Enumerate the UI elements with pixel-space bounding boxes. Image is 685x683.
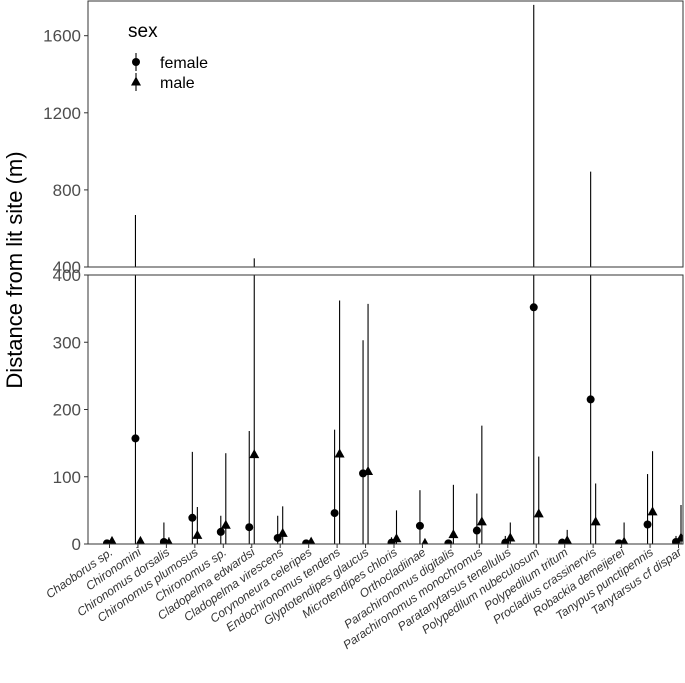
y-tick-label: 400	[53, 258, 81, 277]
point-male	[647, 506, 658, 516]
panel-border	[87, 0, 684, 268]
legend-title: sex	[128, 21, 158, 42]
legend: sex female male	[128, 21, 208, 92]
y-tick-label: 800	[53, 181, 81, 200]
legend-label: male	[160, 75, 195, 92]
legend-key-female	[132, 58, 140, 66]
point-male	[277, 527, 288, 537]
point-female	[472, 526, 481, 535]
point-male	[307, 536, 316, 544]
point-female	[245, 523, 254, 532]
point-male	[165, 537, 173, 544]
point-female	[586, 395, 595, 404]
panel-border	[87, 274, 684, 545]
point-male	[421, 537, 429, 544]
point-male	[505, 532, 516, 542]
point-male	[533, 508, 544, 518]
point-female	[216, 527, 225, 536]
point-male	[192, 529, 203, 539]
point-male	[391, 533, 402, 543]
top-panel: 400 800 1200 1600	[43, 0, 684, 277]
legend-key-male	[131, 76, 141, 86]
point-female	[529, 303, 538, 312]
point-male	[363, 465, 374, 475]
y-tick-label: 400	[53, 266, 81, 285]
point-male	[676, 532, 683, 542]
y-tick-label: 1600	[43, 27, 81, 46]
legend-label: female	[160, 55, 208, 72]
point-female	[444, 539, 453, 544]
point-female	[415, 521, 424, 530]
point-male	[590, 516, 601, 526]
y-axis-title: Distance from lit site (m)	[2, 151, 27, 388]
point-male	[562, 535, 573, 544]
point-male	[619, 536, 629, 544]
point-female	[188, 513, 197, 522]
point-male	[334, 448, 345, 458]
point-female	[131, 434, 140, 443]
bottom-panel: 0 100 200 300 400	[53, 266, 684, 554]
point-male	[220, 519, 231, 529]
y-tick-label: 200	[53, 401, 81, 420]
point-female	[159, 537, 168, 544]
point-female	[330, 509, 339, 518]
point-male	[249, 449, 260, 459]
point-male	[476, 516, 487, 526]
y-tick-label: 300	[53, 333, 81, 352]
plot-area	[103, 275, 683, 544]
plot-area	[134, 4, 592, 267]
point-male	[448, 529, 459, 539]
point-female	[643, 520, 652, 529]
y-tick-label: 0	[72, 535, 81, 554]
y-tick-label: 100	[53, 468, 81, 487]
point-male	[107, 535, 117, 544]
y-tick-label: 1200	[43, 104, 81, 123]
point-male	[135, 535, 145, 544]
